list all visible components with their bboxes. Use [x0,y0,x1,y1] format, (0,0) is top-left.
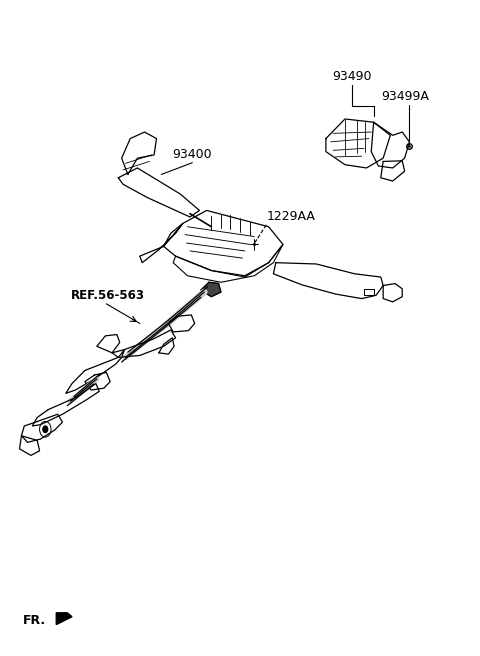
Polygon shape [56,613,72,625]
Text: REF.56-563: REF.56-563 [71,289,144,302]
Text: 1229AA: 1229AA [266,211,315,224]
Text: 93499A: 93499A [381,90,429,102]
Polygon shape [201,282,221,297]
Text: 93490: 93490 [332,70,372,83]
Text: 93400: 93400 [172,148,212,161]
Circle shape [43,426,48,432]
Text: FR.: FR. [23,614,46,627]
